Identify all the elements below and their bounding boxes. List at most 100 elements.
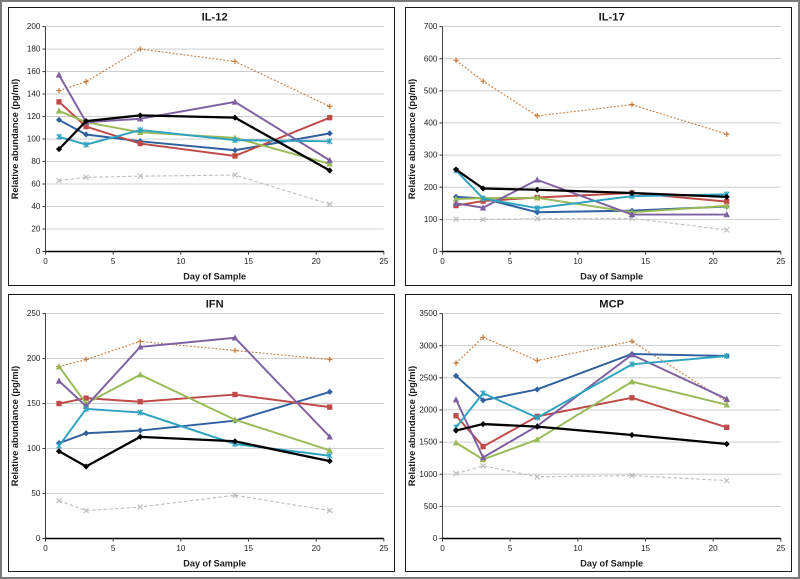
marker-red [232, 391, 238, 397]
chart-title: MCP [599, 298, 624, 310]
marker-orange-dotted [480, 334, 486, 340]
marker-orange-dotted [83, 78, 89, 85]
marker-gray-dashed [723, 227, 730, 233]
panel-mcp: MCP Relative abundance (pg/ml) Day of Sa… [405, 293, 792, 572]
x-axis-title: Day of Sample [580, 271, 643, 281]
y-axis-title: Relative abundance (pg/ml) [407, 79, 417, 200]
marker-gray-dashed [480, 462, 486, 469]
y-tick-label: 140 [27, 90, 41, 99]
x-tick-label: 25 [776, 257, 785, 266]
marker-orange-dotted [137, 338, 143, 344]
marker-purple [231, 333, 239, 341]
series-line-black [58, 114, 331, 172]
marker-orange-dotted [534, 357, 540, 363]
marker-teal [137, 126, 144, 134]
y-axis-title: Relative abundance (pg/ml) [407, 365, 417, 486]
panel-ifn: IFN Relative abundance (pg/ml) Day of Sa… [8, 293, 395, 572]
marker-gray-dashed [232, 491, 238, 498]
marker-orange-dotted [534, 113, 540, 119]
marker-teal [326, 138, 333, 145]
y-tick-label: 150 [27, 399, 41, 408]
series-line-teal [455, 354, 727, 428]
y-tick-label: 0 [433, 534, 438, 543]
marker-purple [479, 453, 487, 460]
marker-gray-dashed [56, 177, 62, 184]
marker-teal [83, 405, 89, 412]
marker-orange-dotted [232, 347, 238, 353]
y-tick-label: 120 [27, 112, 41, 121]
series-line-green [455, 380, 727, 461]
y-tick-label: 2000 [419, 405, 437, 414]
chart-mcp: MCP Relative abundance (pg/ml) Day of Sa… [407, 298, 786, 568]
x-tick-label: 20 [709, 257, 718, 266]
y-tick-label: 0 [36, 247, 41, 256]
y-tick-label: 100 [27, 444, 41, 453]
y-tick-label: 100 [424, 215, 438, 224]
marker-black [326, 457, 333, 464]
marker-red [453, 412, 459, 418]
marker-gray-dashed [723, 477, 730, 484]
marker-orange-dotted [137, 46, 143, 52]
marker-green [533, 194, 541, 201]
marker-blue [55, 116, 63, 124]
marker-teal [629, 360, 635, 367]
marker-gray-dashed [534, 215, 541, 222]
series-line-orange-dotted [58, 48, 331, 107]
marker-green [231, 415, 239, 422]
marker-purple [55, 71, 63, 78]
marker-orange-dotted [83, 356, 89, 362]
x-tick-label: 15 [244, 543, 253, 552]
y-tick-label: 1500 [419, 437, 437, 446]
y-tick-label: 3500 [419, 309, 437, 318]
marker-purple [479, 204, 487, 211]
marker-gray-dashed [232, 172, 238, 178]
y-axis-title: Relative abundance (pg/ml) [10, 365, 20, 486]
marker-purple [723, 211, 730, 218]
x-tick-label: 25 [776, 543, 785, 552]
marker-black [480, 420, 487, 427]
y-tick-label: 200 [27, 22, 41, 31]
marker-blue [480, 396, 487, 403]
plot-area: 0 20 40 60 80 100 120 140 160 180 200 0 5 10 15 20 25 [27, 22, 389, 266]
x-tick-label: 0 [43, 543, 48, 552]
y-axis-title: Relative abundance (pg/ml) [10, 79, 20, 200]
marker-teal [137, 408, 144, 416]
marker-red [724, 424, 730, 430]
y-tick-label: 200 [424, 183, 438, 192]
x-tick-label: 0 [43, 257, 48, 266]
y-tick-label: 500 [424, 86, 438, 95]
marker-black [55, 447, 63, 454]
x-tick-label: 5 [508, 257, 513, 266]
x-tick-label: 5 [111, 543, 116, 552]
marker-black [83, 117, 90, 125]
marker-black [452, 166, 460, 173]
y-tick-label: 0 [433, 247, 438, 256]
marker-red [327, 403, 333, 410]
x-tick-label: 10 [176, 257, 185, 266]
marker-orange-dotted [453, 57, 459, 63]
y-tick-label: 50 [31, 489, 40, 498]
y-tick-label: 60 [31, 180, 40, 189]
x-tick-label: 20 [312, 543, 321, 552]
marker-teal [534, 414, 541, 421]
marker-black [55, 146, 63, 153]
marker-green [452, 438, 460, 445]
marker-purple [55, 377, 63, 384]
series-line-orange-dotted [455, 59, 727, 135]
marker-green [452, 195, 460, 202]
y-tick-label: 500 [424, 501, 438, 510]
series-line-purple [58, 336, 331, 438]
plot-area: 0 500 1000 1500 2000 2500 3000 3500 0 5 10 15 20 25 [419, 309, 785, 553]
marker-orange-dotted [453, 359, 459, 366]
marker-orange-dotted [724, 131, 730, 137]
y-tick-label: 3000 [419, 341, 437, 350]
x-axis-title: Day of Sample [183, 558, 246, 568]
marker-blue [83, 429, 90, 436]
marker-red [232, 153, 238, 159]
marker-purple [628, 211, 636, 218]
y-tick-label: 180 [27, 45, 41, 54]
marker-teal [83, 141, 89, 148]
x-tick-label: 10 [573, 257, 582, 266]
marker-purple [723, 395, 730, 402]
